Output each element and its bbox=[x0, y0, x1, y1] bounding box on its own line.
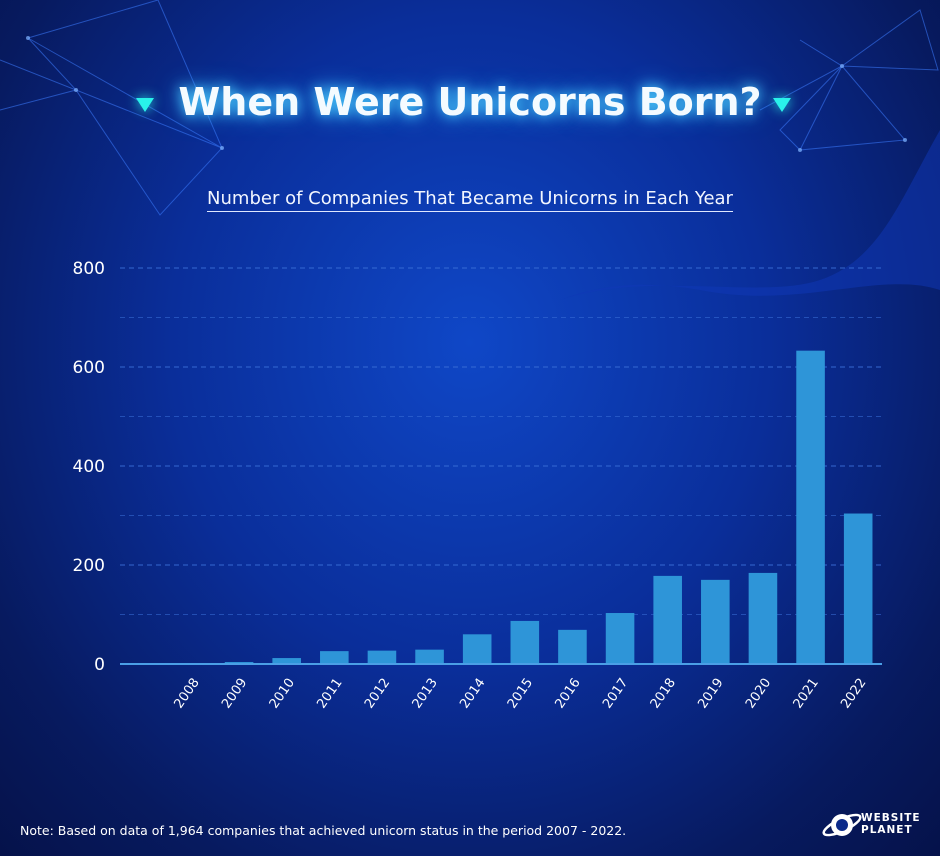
bar-chart: 0 200 400 600 800 2008 2009 2010 2011 2012 2013 201… bbox=[73, 259, 882, 712]
x-tick-label: 2019 bbox=[695, 676, 726, 712]
chart-subtitle-text: Number of Companies That Became Unicorns… bbox=[207, 188, 733, 212]
y-tick-label: 0 bbox=[94, 655, 105, 675]
bar bbox=[558, 629, 587, 664]
y-tick-label: 600 bbox=[73, 358, 105, 378]
right-triangle-icon bbox=[773, 98, 791, 112]
bar bbox=[653, 575, 682, 664]
bar bbox=[320, 651, 349, 664]
x-tick-label: 2011 bbox=[314, 676, 345, 712]
x-tick-label: 2016 bbox=[552, 676, 583, 712]
bar bbox=[510, 620, 540, 664]
y-tick-label: 200 bbox=[73, 556, 105, 576]
bar bbox=[796, 350, 825, 664]
x-tick-label: 2008 bbox=[171, 676, 202, 712]
x-tick-label: 2012 bbox=[362, 676, 393, 712]
x-tick-label: 2015 bbox=[505, 676, 536, 712]
x-tick-label: 2017 bbox=[600, 676, 631, 712]
logo-text: WEBSITE PLANET bbox=[861, 812, 921, 836]
x-tick-label: 2020 bbox=[743, 676, 774, 712]
bar bbox=[367, 650, 397, 664]
x-tick-label: 2014 bbox=[457, 676, 488, 712]
x-tick-label: 2018 bbox=[648, 676, 679, 712]
x-tick-label: 2013 bbox=[410, 676, 441, 712]
bar bbox=[748, 572, 778, 664]
bar bbox=[843, 513, 873, 664]
bar bbox=[415, 649, 444, 664]
logo-line-2: PLANET bbox=[861, 824, 913, 836]
x-tick-label: 2010 bbox=[267, 676, 298, 712]
x-tick-label: 2021 bbox=[791, 676, 822, 712]
x-tick-label: 2022 bbox=[838, 676, 869, 712]
x-tick-label: 2009 bbox=[219, 676, 250, 712]
logo-line-1: WEBSITE bbox=[861, 812, 921, 824]
page-title: When Were Unicorns Born? bbox=[178, 80, 762, 124]
chart-subtitle: Number of Companies That Became Unicorns… bbox=[0, 188, 940, 212]
y-tick-label: 400 bbox=[73, 457, 105, 477]
bar bbox=[462, 634, 492, 664]
bar bbox=[605, 613, 635, 664]
website-planet-logo-icon bbox=[822, 813, 862, 837]
y-tick-label: 800 bbox=[73, 259, 105, 279]
bar bbox=[701, 579, 730, 664]
bar bbox=[272, 658, 301, 664]
left-triangle-icon bbox=[136, 98, 154, 112]
footnote: Note: Based on data of 1,964 companies t… bbox=[20, 823, 627, 838]
